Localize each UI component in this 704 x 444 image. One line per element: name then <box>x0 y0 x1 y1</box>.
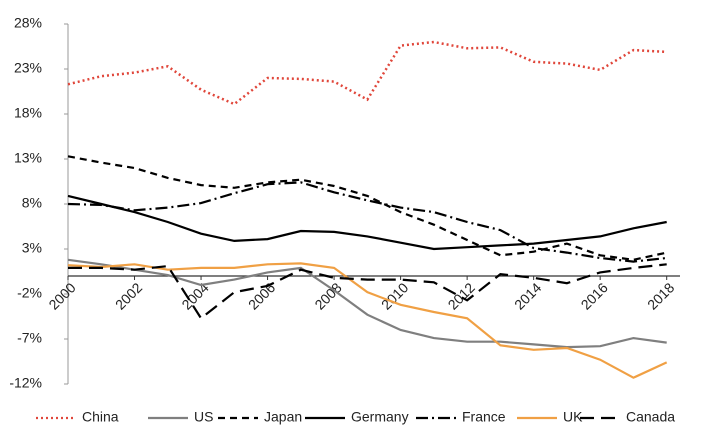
series-line <box>67 194 667 251</box>
x-tick-label: 2000 <box>45 279 78 312</box>
y-tick-label: 13% <box>14 150 42 166</box>
legend-label: Germany <box>351 409 409 425</box>
legend-label: US <box>194 409 213 425</box>
series-line <box>67 40 667 106</box>
series-line <box>67 258 667 349</box>
y-tick-label: 23% <box>14 60 42 76</box>
series-line <box>67 262 668 379</box>
x-tick-label: 2002 <box>112 279 145 312</box>
x-tick-label: 2016 <box>578 279 611 312</box>
x-tick-label: 2010 <box>378 279 411 312</box>
series-line <box>67 155 667 261</box>
series-line <box>68 263 667 320</box>
legend-label: UK <box>563 409 583 425</box>
x-tick-label: 2006 <box>245 279 278 312</box>
x-tick-label: 2018 <box>644 279 677 312</box>
y-tick-label: 28% <box>14 15 42 31</box>
y-tick-label: 3% <box>22 240 42 256</box>
legend-label: Canada <box>626 409 675 425</box>
y-tick-label: -2% <box>17 285 42 301</box>
y-tick-label: 8% <box>22 195 42 211</box>
legend-label: Japan <box>264 409 302 425</box>
series-line <box>67 181 667 263</box>
y-tick-label: -7% <box>17 330 42 346</box>
legend-label: France <box>462 409 506 425</box>
y-tick-label: -12% <box>9 375 42 391</box>
y-tick-label: 18% <box>14 105 42 121</box>
x-tick-label: 2014 <box>511 279 544 312</box>
legend-label: China <box>82 409 119 425</box>
